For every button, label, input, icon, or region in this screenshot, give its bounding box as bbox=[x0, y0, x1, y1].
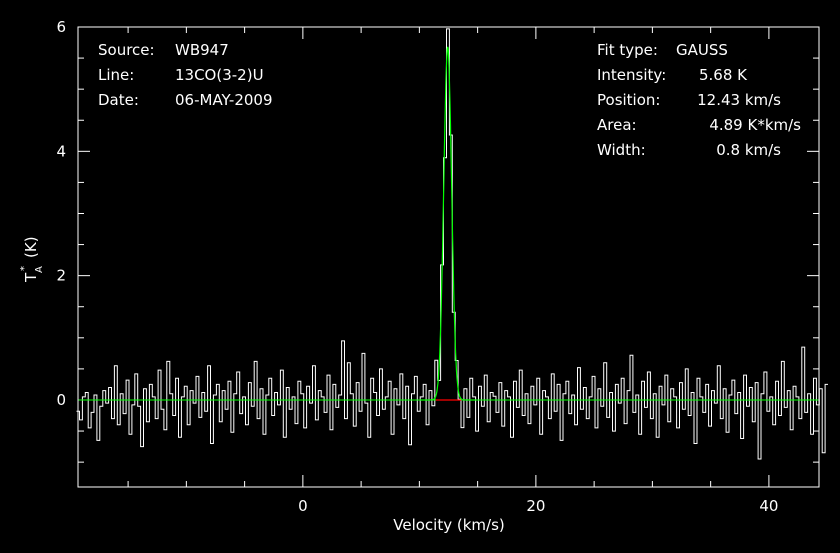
intensity-value: 5.68 K bbox=[699, 66, 748, 84]
date-key: Date: bbox=[98, 91, 139, 109]
line-key: Line: bbox=[98, 66, 134, 84]
position-value: 12.43 km/s bbox=[697, 91, 781, 109]
x-tick-label: 0 bbox=[298, 497, 308, 515]
fit-type-key: Fit type: bbox=[597, 41, 658, 59]
y-tick-label: 4 bbox=[56, 142, 66, 160]
source-key: Source: bbox=[98, 41, 155, 59]
x-tick-label: 40 bbox=[759, 497, 778, 515]
date-value: 06-MAY-2009 bbox=[175, 91, 273, 109]
area-key: Area: bbox=[597, 116, 637, 134]
width-key: Width: bbox=[597, 141, 646, 159]
position-key: Position: bbox=[597, 91, 660, 109]
y-axis-label-sub: A bbox=[34, 266, 45, 273]
fit-type-value: GAUSS bbox=[676, 41, 728, 59]
y-tick-label: 2 bbox=[56, 267, 66, 285]
y-axis-label: T A * (K) bbox=[19, 236, 45, 283]
width-value: 0.8 km/s bbox=[716, 141, 781, 159]
y-axis-label-unit: (K) bbox=[22, 236, 40, 258]
header-right: Fit type: GAUSS Intensity: 5.68 K Positi… bbox=[597, 41, 801, 159]
gaussian-fit-curve bbox=[419, 46, 476, 401]
source-value: WB947 bbox=[175, 41, 229, 59]
y-tick-label: 6 bbox=[56, 18, 66, 36]
y-axis-label-main: T bbox=[22, 272, 40, 283]
plot-frame bbox=[77, 26, 820, 488]
intensity-key: Intensity: bbox=[597, 66, 666, 84]
y-tick-label: 0 bbox=[56, 391, 66, 409]
series-layer bbox=[76, 28, 828, 460]
x-axis-label: Velocity (km/s) bbox=[393, 516, 504, 534]
x-tick-label: 20 bbox=[526, 497, 545, 515]
line-value: 13CO(3-2)U bbox=[175, 66, 264, 84]
y-axis-label-sup: * bbox=[19, 266, 30, 271]
area-value: 4.89 K*km/s bbox=[709, 116, 801, 134]
header-left: Source: WB947 Line: 13CO(3-2)U Date: 06-… bbox=[98, 41, 273, 109]
